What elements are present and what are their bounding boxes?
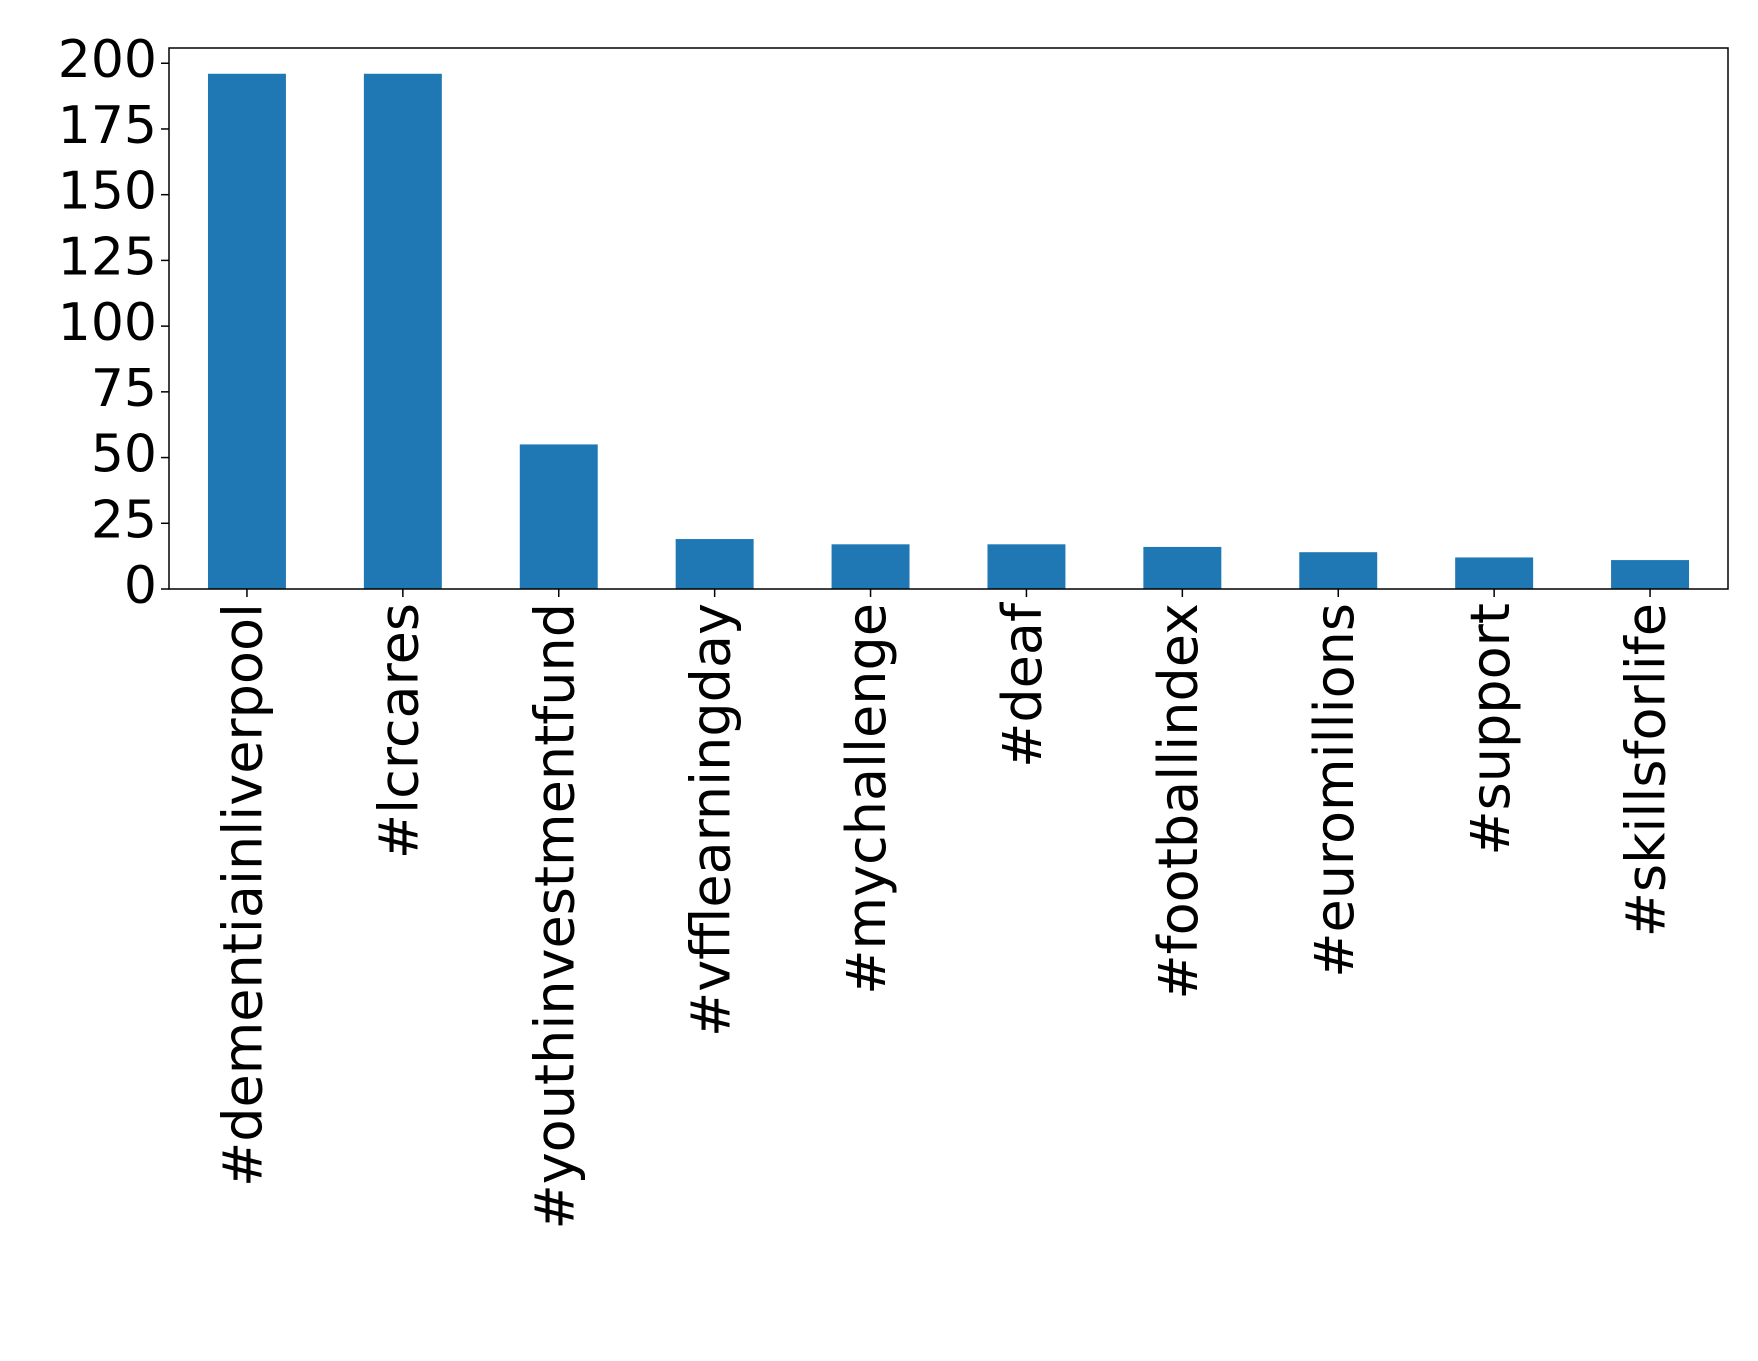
x-tick-label: #footballindex — [1147, 603, 1210, 1000]
x-tick-label: #support — [1459, 603, 1522, 856]
x-tick-label: #skillsforlife — [1615, 603, 1678, 937]
y-tick-label: 50 — [91, 425, 157, 485]
y-tick-label: 0 — [124, 556, 157, 616]
bar — [207, 73, 286, 589]
bar — [363, 73, 442, 589]
y-tick-label: 125 — [58, 227, 157, 287]
bar — [987, 544, 1066, 589]
bar — [675, 539, 754, 589]
bar — [1299, 552, 1378, 589]
bar — [831, 544, 910, 589]
y-tick-label: 150 — [58, 162, 157, 222]
y-tick-label: 25 — [91, 490, 157, 550]
bar — [1611, 560, 1690, 589]
x-tick-label: #mychallenge — [835, 603, 898, 995]
x-tick-label: #youthinvestmentfund — [523, 603, 586, 1230]
x-tick-label: #lcrcares — [367, 603, 430, 859]
x-tick-label: #deaf — [991, 601, 1054, 768]
bar — [519, 444, 598, 589]
y-tick-label: 200 — [58, 30, 157, 90]
plot-frame — [168, 47, 1729, 590]
bar — [1143, 546, 1222, 589]
y-tick-label: 100 — [58, 293, 157, 353]
bar — [1455, 557, 1534, 589]
x-tick-label: #euromillions — [1303, 603, 1366, 978]
y-tick-label: 175 — [58, 96, 157, 156]
y-tick-label: 75 — [91, 359, 157, 419]
x-tick-label: #vfflearningday — [679, 603, 742, 1037]
x-tick-label: #dementiainliverpool — [212, 603, 275, 1187]
